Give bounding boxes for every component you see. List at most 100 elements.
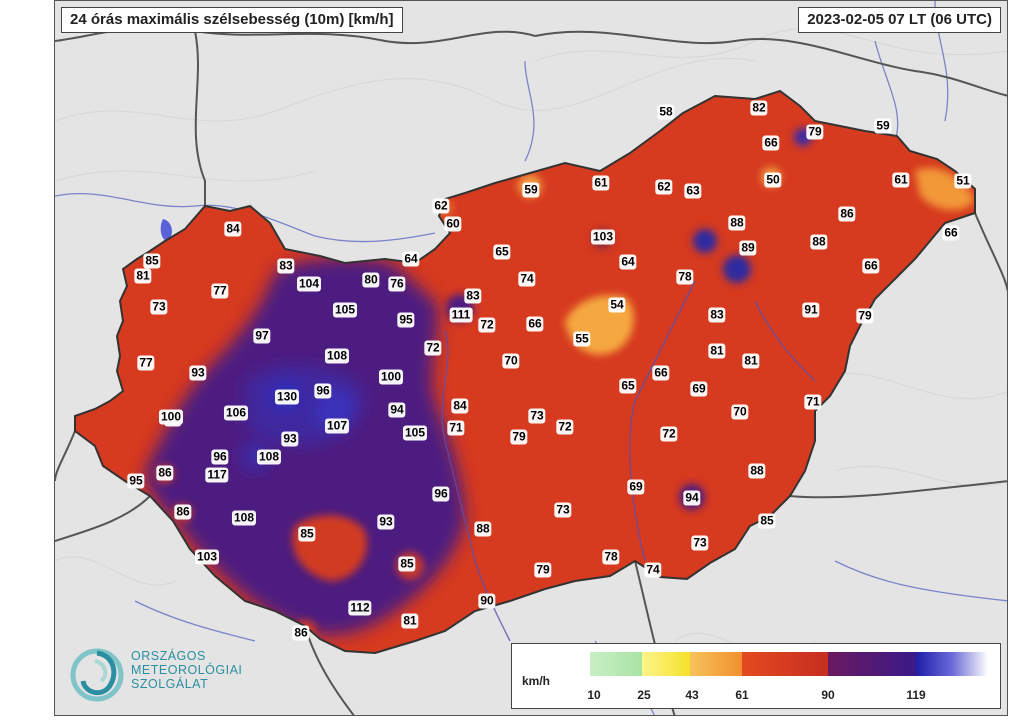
legend-tick-90: 90: [821, 688, 835, 702]
station-value: 60: [444, 216, 462, 232]
station-value: 76: [388, 276, 406, 292]
omsz-logo: ORSZÁGOS METEOROLÓGIAI SZOLGÁLAT: [69, 645, 269, 711]
station-value: 84: [224, 221, 242, 237]
station-value: 89: [739, 240, 757, 256]
logo-line-3: SZOLGÁLAT: [131, 677, 209, 691]
station-value: 85: [398, 556, 416, 572]
station-value: 93: [377, 514, 395, 530]
station-value: 72: [660, 426, 678, 442]
legend-tick-61: 61: [735, 688, 749, 702]
station-value: 73: [691, 535, 709, 551]
station-value: 83: [464, 288, 482, 304]
station-value: 78: [602, 549, 620, 565]
station-value: 85: [143, 253, 161, 269]
station-value: 79: [510, 429, 528, 445]
station-value: 81: [401, 613, 419, 629]
map-frame: 24 órás maximális szélsebesség (10m) [km…: [54, 0, 1008, 716]
station-value: 72: [424, 340, 442, 356]
station-value: 50: [764, 172, 782, 188]
station-value: 61: [592, 175, 610, 191]
station-value: 73: [528, 408, 546, 424]
station-value: 85: [758, 513, 776, 529]
legend: km/h 10 25 43 61 90 119: [511, 643, 1001, 709]
station-value: 64: [619, 254, 637, 270]
station-value: 83: [708, 307, 726, 323]
station-value: 88: [810, 234, 828, 250]
logo-text: ORSZÁGOS METEOROLÓGIAI SZOLGÁLAT: [131, 649, 242, 691]
station-value: 82: [750, 100, 768, 116]
station-value: 88: [728, 215, 746, 231]
station-value: 84: [451, 398, 469, 414]
station-value: 96: [211, 449, 229, 465]
station-value: 83: [277, 258, 295, 274]
legend-unit: km/h: [522, 674, 551, 688]
station-value: 65: [493, 244, 511, 260]
station-value: 90: [478, 593, 496, 609]
station-value: 66: [762, 135, 780, 151]
station-value: 104: [296, 276, 322, 292]
station-value: 96: [314, 383, 332, 399]
station-value: 79: [534, 562, 552, 578]
station-value: 95: [127, 473, 145, 489]
station-value: 105: [332, 302, 358, 318]
station-value: 94: [683, 490, 701, 506]
station-value: 100: [158, 409, 184, 425]
station-value: 88: [748, 463, 766, 479]
station-value: 51: [954, 173, 972, 189]
station-value: 79: [856, 308, 874, 324]
station-value: 77: [211, 283, 229, 299]
station-value: 108: [256, 449, 282, 465]
station-value: 93: [189, 365, 207, 381]
omsz-logo-icon: [70, 648, 124, 702]
station-value: 71: [804, 394, 822, 410]
logo-line-1: ORSZÁGOS: [131, 649, 206, 663]
station-value: 66: [526, 316, 544, 332]
station-value: 64: [402, 251, 420, 267]
station-value: 86: [156, 465, 174, 481]
map-title: 24 órás maximális szélsebesség (10m) [km…: [61, 7, 403, 33]
station-value: 108: [231, 510, 257, 526]
station-value: 85: [298, 526, 316, 542]
station-value: 62: [432, 198, 450, 214]
station-value: 74: [644, 562, 662, 578]
station-value: 55: [573, 331, 591, 347]
station-value: 107: [324, 418, 350, 434]
station-value: 95: [397, 312, 415, 328]
station-value: 58: [657, 104, 675, 120]
wind-map: [55, 1, 1007, 715]
station-value: 117: [205, 467, 229, 483]
station-value: 70: [731, 404, 749, 420]
station-value: 72: [478, 317, 496, 333]
station-value: 66: [862, 258, 880, 274]
station-value: 111: [449, 307, 473, 323]
station-value: 103: [590, 229, 616, 245]
station-value: 130: [274, 389, 300, 405]
station-value: 105: [402, 425, 428, 441]
station-value: 93: [281, 431, 299, 447]
station-value: 91: [802, 302, 820, 318]
station-value: 86: [174, 504, 192, 520]
station-value: 81: [708, 343, 726, 359]
legend-tick-119: 119: [906, 688, 926, 702]
station-value: 65: [619, 378, 637, 394]
station-value: 106: [223, 405, 249, 421]
station-value: 112: [348, 600, 372, 616]
station-value: 80: [362, 272, 380, 288]
legend-tick-43: 43: [685, 688, 699, 702]
station-value: 81: [742, 353, 760, 369]
station-value: 94: [388, 402, 406, 418]
station-value: 103: [194, 549, 220, 565]
legend-colorbar: [590, 652, 988, 676]
station-value: 88: [474, 521, 492, 537]
station-value: 97: [253, 328, 271, 344]
station-value: 61: [892, 172, 910, 188]
station-value: 86: [292, 625, 310, 641]
station-value: 78: [676, 269, 694, 285]
station-value: 86: [838, 206, 856, 222]
map-datetime: 2023-02-05 07 LT (06 UTC): [798, 7, 1001, 33]
logo-line-2: METEOROLÓGIAI: [131, 663, 243, 677]
station-value: 100: [378, 369, 404, 385]
station-value: 74: [518, 271, 536, 287]
station-value: 96: [432, 486, 450, 502]
station-value: 72: [556, 419, 574, 435]
